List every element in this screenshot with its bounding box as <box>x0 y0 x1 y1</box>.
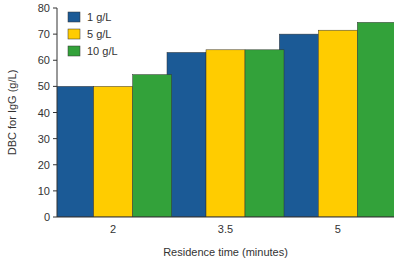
legend-label: 1 g/L <box>87 11 111 23</box>
bar <box>167 52 206 217</box>
y-tick <box>53 86 57 87</box>
y-tick-label: 40 <box>38 107 50 119</box>
bar <box>57 86 94 217</box>
y-tick <box>53 138 57 139</box>
bar <box>94 86 133 217</box>
bar <box>318 30 357 217</box>
y-tick <box>53 190 57 191</box>
legend: 1 g/L 5 g/L 10 g/L <box>68 11 118 57</box>
legend-label: 5 g/L <box>87 28 111 40</box>
y-tick-label: 60 <box>38 54 50 66</box>
y-axis-label: DBC for IgG (g/L) <box>6 70 18 156</box>
chart: 0 10 20 30 40 50 60 70 80 2 3.5 5 Residence time (mi… <box>0 0 400 264</box>
y-tick <box>53 8 57 9</box>
bar <box>133 75 172 217</box>
x-axis-line <box>57 217 394 218</box>
bar <box>279 34 318 217</box>
x-tick-label: 2 <box>110 223 116 235</box>
y-tick <box>53 60 57 61</box>
bar <box>357 22 394 217</box>
x-tick-label: 5 <box>335 223 341 235</box>
legend-label: 10 g/L <box>87 45 118 57</box>
y-tick-label: 0 <box>44 211 50 223</box>
y-tick-label: 10 <box>38 185 50 197</box>
y-tick-label: 50 <box>38 80 50 92</box>
legend-swatch <box>68 46 80 56</box>
y-tick-label: 70 <box>38 28 50 40</box>
x-axis-label: Residence time (minutes) <box>163 246 288 258</box>
y-tick <box>53 217 57 218</box>
y-tick <box>53 164 57 165</box>
legend-swatch <box>68 29 80 39</box>
y-tick-label: 30 <box>38 133 50 145</box>
bar <box>206 50 245 217</box>
bars <box>57 22 394 217</box>
x-tick-label: 3.5 <box>218 223 233 235</box>
y-tick <box>53 34 57 35</box>
y-tick-label: 20 <box>38 159 50 171</box>
bar <box>245 50 284 217</box>
y-tick <box>53 112 57 113</box>
legend-swatch <box>68 12 80 22</box>
y-tick-label: 80 <box>38 2 50 14</box>
